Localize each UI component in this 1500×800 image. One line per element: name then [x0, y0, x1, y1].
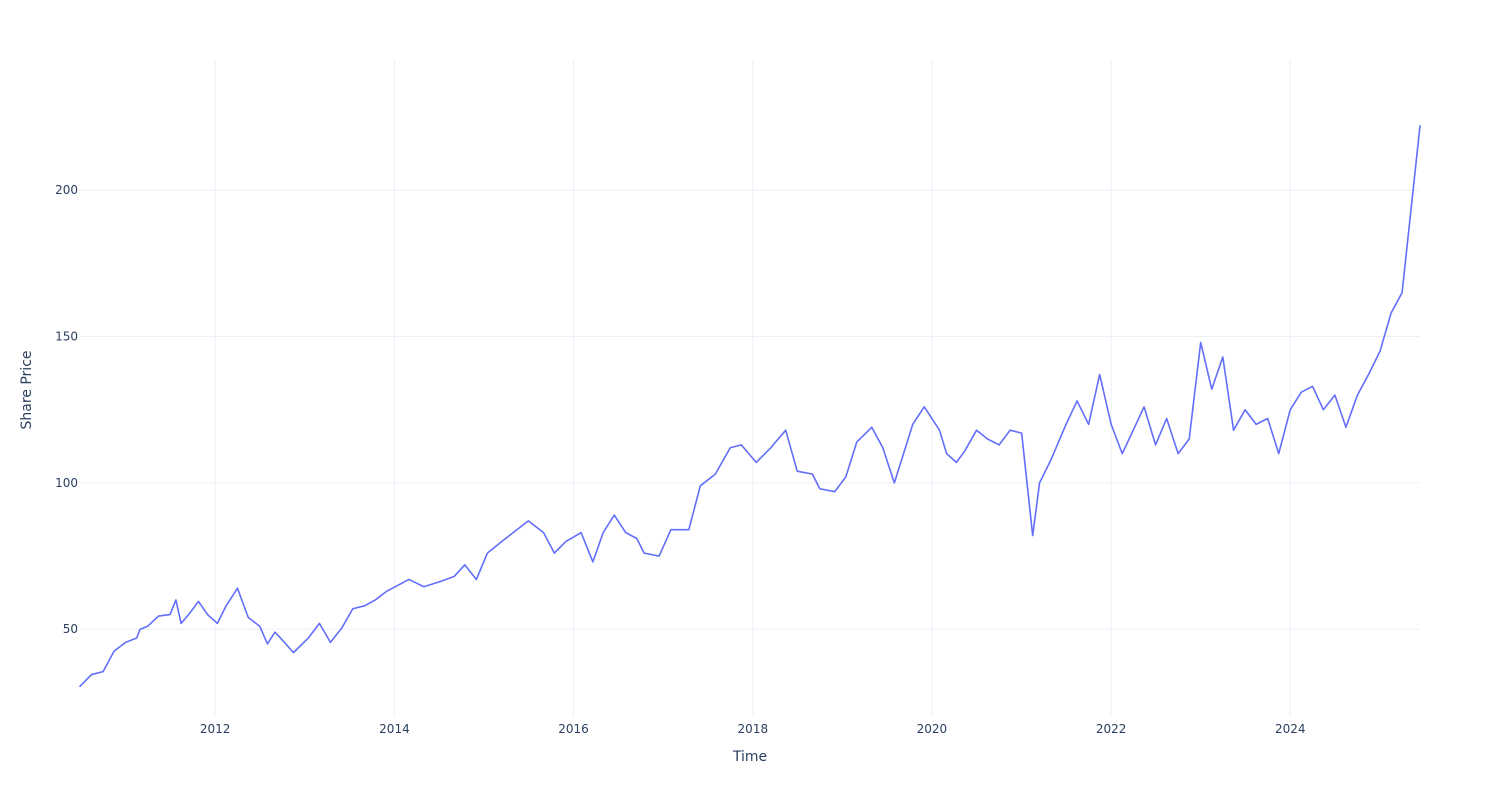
- x-gridlines: [214, 60, 1291, 717]
- x-tick-label: 2016: [558, 722, 589, 736]
- y-tick-label: 50: [63, 622, 78, 636]
- y-tick-label: 200: [55, 183, 78, 197]
- x-axis-tick-labels: 2012 2014 2016 2018 2020 2022 2024: [200, 722, 1306, 736]
- plot-area: [79, 125, 1421, 688]
- x-tick-label: 2022: [1096, 722, 1127, 736]
- x-tick-label: 2012: [200, 722, 231, 736]
- x-tick-label: 2014: [379, 722, 410, 736]
- y-gridlines: [80, 189, 1420, 630]
- series-line-0: [79, 125, 1421, 688]
- y-axis-tick-labels: 50 100 150 200: [55, 183, 78, 636]
- y-tick-label: 150: [55, 330, 78, 344]
- x-tick-label: 2020: [917, 722, 948, 736]
- x-axis-title: Time: [732, 749, 767, 765]
- x-tick-label: 2024: [1275, 722, 1306, 736]
- x-tick-label: 2018: [738, 722, 769, 736]
- y-axis-title: Share Price: [19, 350, 35, 429]
- y-tick-label: 100: [55, 476, 78, 490]
